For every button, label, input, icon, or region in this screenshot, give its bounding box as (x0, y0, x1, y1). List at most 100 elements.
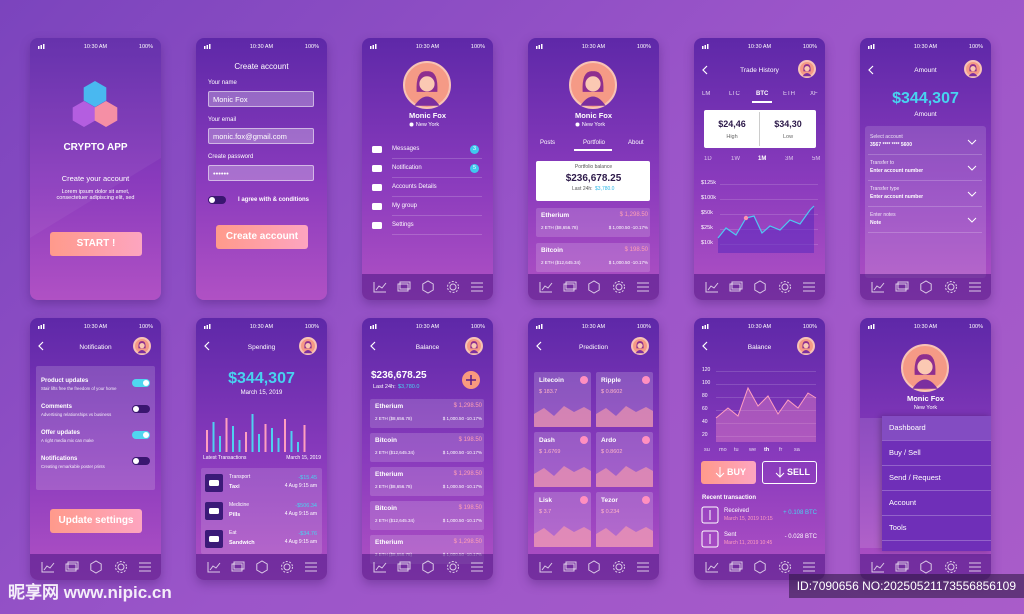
avatar-part (419, 76, 435, 92)
status-time: 10:30 AM (747, 44, 772, 50)
menu-item[interactable]: Tools (889, 523, 907, 532)
logo-part (83, 81, 107, 107)
tab[interactable]: LM (702, 91, 711, 97)
chart-line-part (715, 386, 817, 419)
nav-bar[interactable] (30, 554, 161, 580)
back-icon-part (38, 341, 44, 351)
nav-bar[interactable] (694, 274, 825, 300)
menu-item[interactable]: My group (392, 203, 418, 209)
tab[interactable]: Portfolio (583, 140, 606, 146)
phone-screen: 10:30 AM 100% Monic Fox New York Posts Portfo… (528, 38, 659, 300)
menu-item[interactable]: Buy / Sell (889, 448, 921, 457)
period[interactable]: 1W (731, 156, 740, 162)
grid-line (716, 410, 816, 411)
menu-item[interactable]: Notification (392, 165, 422, 171)
signal-part (204, 326, 206, 329)
toggle-part (133, 406, 139, 412)
menu-item[interactable]: Settings (392, 222, 414, 228)
period[interactable]: 1D (704, 156, 712, 162)
heading: Create your account (61, 174, 130, 183)
tab[interactable]: About (628, 140, 644, 146)
phone-screen: 10:30 AM 100% Balance $236,678.25 Last 24h: $… (362, 318, 493, 580)
input[interactable]: monic.fox@gmail.com (208, 128, 314, 144)
nav-icon (705, 562, 719, 573)
signal-part (538, 45, 540, 49)
menu-item[interactable]: Send / Request (889, 473, 941, 482)
nav-bar[interactable] (860, 274, 991, 300)
button[interactable]: Update settings (50, 509, 142, 533)
day-label: sa (794, 447, 800, 453)
nav-icon (373, 282, 387, 293)
nav-icon-part (375, 282, 387, 291)
nav-icon (115, 561, 127, 573)
user-location: New York (581, 122, 606, 128)
signal (868, 44, 875, 49)
signal-part (38, 46, 40, 49)
status-time: 10:30 AM (913, 44, 938, 50)
tx-amount: -$15.45 (298, 475, 317, 481)
avatar (797, 337, 815, 355)
sell-button[interactable]: SELL (762, 461, 817, 484)
input[interactable]: Monic Fox (208, 91, 314, 107)
field-value: 3567 **** **** 5600 (870, 142, 912, 148)
menu-item[interactable]: Accounts Details (392, 184, 437, 190)
avatar-part (471, 342, 477, 349)
period[interactable]: 5M (812, 156, 821, 162)
tx-category: Eat (229, 530, 237, 536)
spending-bar-part (264, 424, 267, 452)
avatar (798, 60, 816, 78)
menu-item[interactable]: Dashboard (889, 423, 926, 432)
nav-icon (637, 562, 649, 572)
spending-bar-part (212, 422, 215, 452)
y-tick-label: $100k (701, 195, 716, 201)
item-title: Notifications (41, 456, 78, 462)
spending-bar-part (297, 442, 299, 452)
input[interactable]: •••••• (208, 165, 314, 181)
signal (38, 44, 45, 49)
coin-price: $ 198.50 (624, 247, 648, 253)
nav-bar[interactable] (362, 274, 493, 300)
pin-icon-part (575, 122, 580, 127)
buy-button[interactable]: BUY (701, 461, 756, 484)
toggle (132, 431, 150, 439)
tx-date: March 15, 2019 10:15 (724, 516, 773, 522)
tab[interactable]: ETH (783, 91, 795, 97)
tab[interactable]: BTC (756, 91, 769, 97)
back-icon (536, 341, 542, 351)
coin-card (370, 399, 484, 428)
nav-icon (447, 561, 459, 573)
nav-bar[interactable] (528, 274, 659, 300)
nav-bar[interactable] (528, 554, 659, 580)
status-battery: 100% (138, 324, 153, 330)
menu-item[interactable]: Account (889, 498, 917, 507)
y-tick-label: 80 (702, 393, 708, 399)
signal-part (40, 325, 42, 329)
tab[interactable]: XF (810, 91, 818, 97)
nav-icon-part (945, 281, 957, 293)
status-battery: 100% (139, 44, 153, 50)
nav-icon-part (207, 562, 220, 573)
nav-icon-part (705, 562, 718, 573)
coin-value: $ 0.234 (601, 509, 620, 515)
tab-underline (574, 149, 612, 151)
nav-icon (422, 280, 434, 294)
menu-icon (372, 203, 382, 210)
nav-icon-part (283, 563, 291, 571)
button[interactable]: Create account (216, 225, 308, 249)
period[interactable]: 1M (758, 156, 767, 162)
nav-icon-part (615, 283, 623, 291)
nav-icon (895, 561, 909, 572)
period[interactable]: 3M (785, 156, 794, 162)
description: Lorem ipsum dolor sit amet, consectetuer… (56, 189, 135, 202)
day-label: tu (734, 447, 739, 453)
toggle (132, 379, 150, 387)
nav-icon (373, 562, 387, 573)
button[interactable]: START ! (50, 232, 142, 256)
menu-item[interactable]: Messages (392, 146, 420, 152)
nav-bar[interactable] (196, 554, 327, 580)
tab[interactable]: Posts (540, 140, 556, 146)
add-icon (580, 376, 588, 384)
sparkline-part (534, 466, 591, 487)
nav-bar[interactable] (362, 554, 493, 580)
tab[interactable]: LTC (729, 91, 740, 97)
